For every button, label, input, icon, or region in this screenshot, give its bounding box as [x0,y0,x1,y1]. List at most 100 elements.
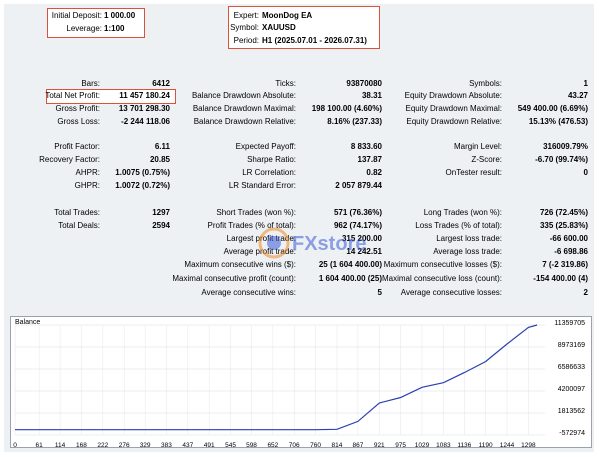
ahpr-value: 1.0075 (0.75%) [115,168,170,177]
x-tick-label: 545 [225,442,236,449]
x-tick-label: 1298 [521,442,536,449]
total-trades-label: Total Trades: [54,208,100,217]
x-tick-label: 0 [13,442,17,449]
maximal-consecutive-profit-label: Maximal consecutive profit (count): [172,274,296,283]
y-tick-label: 8973169 [557,342,585,349]
balance-series-line [15,324,538,431]
period-label: Period: [233,36,259,45]
ticks-label: Ticks: [275,79,296,88]
profit-trades-label: Profit Trades (% of total): [207,221,296,230]
balance-chart-plot [14,324,545,436]
recovery-factor-value: 20.85 [149,155,170,164]
maximal-consecutive-profit-value: 1 604 400.00 (25) [318,274,382,283]
equity-dd-abs-value: 43.27 [567,91,588,100]
x-tick-label: 383 [161,442,172,449]
x-tick-label: 276 [118,442,130,449]
x-tick-label: 491 [203,442,215,449]
leverage-value: 1:100 [104,24,125,33]
short-trades-label: Short Trades (won %): [216,208,296,217]
x-tick-label: 975 [395,442,407,449]
balance-dd-rel-label: Balance Drawdown Relative: [193,117,296,126]
long-trades-value: 726 (72.45%) [539,208,588,217]
ghpr-value: 1.0072 (0.72%) [115,181,170,190]
x-tick-label: 814 [331,442,343,449]
gross-profit-label: Gross Profit: [55,104,100,113]
balance-dd-abs-value: 38.31 [361,91,382,100]
x-tick-label: 61 [35,442,43,449]
chart-title: Balance [15,319,41,326]
lr-correlation-label: LR Correlation: [242,168,296,177]
x-tick-label: 760 [310,442,322,449]
chart-grid [14,324,545,436]
profit-factor-label: Profit Factor: [54,142,100,151]
x-tick-label: 1029 [414,442,430,449]
balance-dd-rel-value: 8.16% (237.33) [327,117,382,126]
deposit-box [47,8,145,38]
y-tick-label: 6586633 [557,364,585,371]
average-profit-trade-value: 14 242.51 [346,247,382,256]
symbol-value: XAUUSD [262,23,296,32]
x-tick-label: 222 [97,442,109,449]
bars-value: 6412 [152,79,170,88]
maximal-consecutive-loss-value: -154 400.00 (4) [533,274,588,283]
watermark-text: FXstore [292,233,366,255]
initial-deposit-label: Initial Deposit: [51,11,102,20]
total-trades-value: 1297 [152,208,170,217]
balance-dd-abs-label: Balance Drawdown Absolute: [191,91,296,100]
balance-dd-max-value: 198 100.00 (4.60%) [311,104,382,113]
total-net-profit-label: Total Net Profit: [45,91,100,100]
margin-level-label: Margin Level: [453,142,502,151]
average-loss-trade-label: Average loss trade: [433,247,502,256]
ahpr-label: AHPR: [75,168,100,177]
lr-std-error-value: 2 057 879.44 [335,181,382,190]
largest-loss-trade-value: -66 600.00 [549,234,588,243]
expert-box [228,6,380,49]
gross-loss-label: Gross Loss: [57,117,100,126]
x-tick-label: 114 [54,442,66,449]
net-profit-highlight [46,89,176,104]
gross-loss-value: -2 244 118.06 [121,117,170,126]
average-consecutive-losses-value: 2 [583,288,588,297]
symbols-value: 1 [583,79,588,88]
expert-label: Expert: [233,11,259,20]
x-tick-label: 1136 [457,442,472,449]
symbol-label: Symbol: [230,23,259,32]
max-consecutive-losses-label: Maximum consecutive losses ($): [383,260,502,269]
x-tick-label: 867 [352,442,364,449]
x-tick-label: 329 [139,442,151,449]
x-tick-label: 598 [246,442,257,449]
ghpr-label: GHPR: [74,181,100,190]
expected-payoff-label: Expected Payoff: [235,142,296,151]
sharpe-ratio-value: 137.87 [357,155,382,164]
initial-deposit-value: 1 000.00 [104,11,136,20]
total-net-profit-value: 11 457 180.24 [119,91,170,100]
x-tick-label: 1244 [499,442,515,449]
equity-dd-max-value: 549 400.00 (6.69%) [517,104,588,113]
lr-std-error-label: LR Standard Error: [228,181,296,190]
y-tick-label: -572974 [559,430,585,437]
short-trades-value: 571 (76.36%) [333,208,382,217]
max-consecutive-wins-label: Maximum consecutive wins ($): [184,260,296,269]
total-deals-label: Total Deals: [58,221,100,230]
max-consecutive-losses-value: 7 (-2 319.86) [542,260,588,269]
ontester-result-value: 0 [583,168,588,177]
average-profit-trade-label: Average profit trade: [223,247,296,256]
ticks-value: 93870080 [346,79,382,88]
largest-loss-trade-label: Largest loss trade: [436,234,502,243]
average-consecutive-wins-value: 5 [377,288,382,297]
sharpe-ratio-label: Sharpe Ratio: [247,155,296,164]
gross-profit-value: 13 701 298.30 [118,104,170,113]
total-deals-value: 2594 [152,221,170,230]
recovery-factor-label: Recovery Factor: [39,155,100,164]
y-tick-label: 11359705 [554,320,585,327]
symbols-label: Symbols: [469,79,502,88]
x-tick-label: 706 [288,442,300,449]
expected-payoff-value: 8 833.60 [350,142,382,151]
profit-factor-value: 6.11 [154,142,170,151]
average-consecutive-losses-label: Average consecutive losses: [400,288,502,297]
equity-dd-abs-label: Equity Drawdown Absolute: [404,91,502,100]
equity-dd-rel-value: 15.13% (476.53) [528,117,588,126]
period-value: H1 (2025.07.01 - 2026.07.31) [262,36,367,45]
y-tick-label: 1813562 [557,408,585,415]
equity-dd-max-label: Equity Drawdown Maximal: [405,104,502,113]
